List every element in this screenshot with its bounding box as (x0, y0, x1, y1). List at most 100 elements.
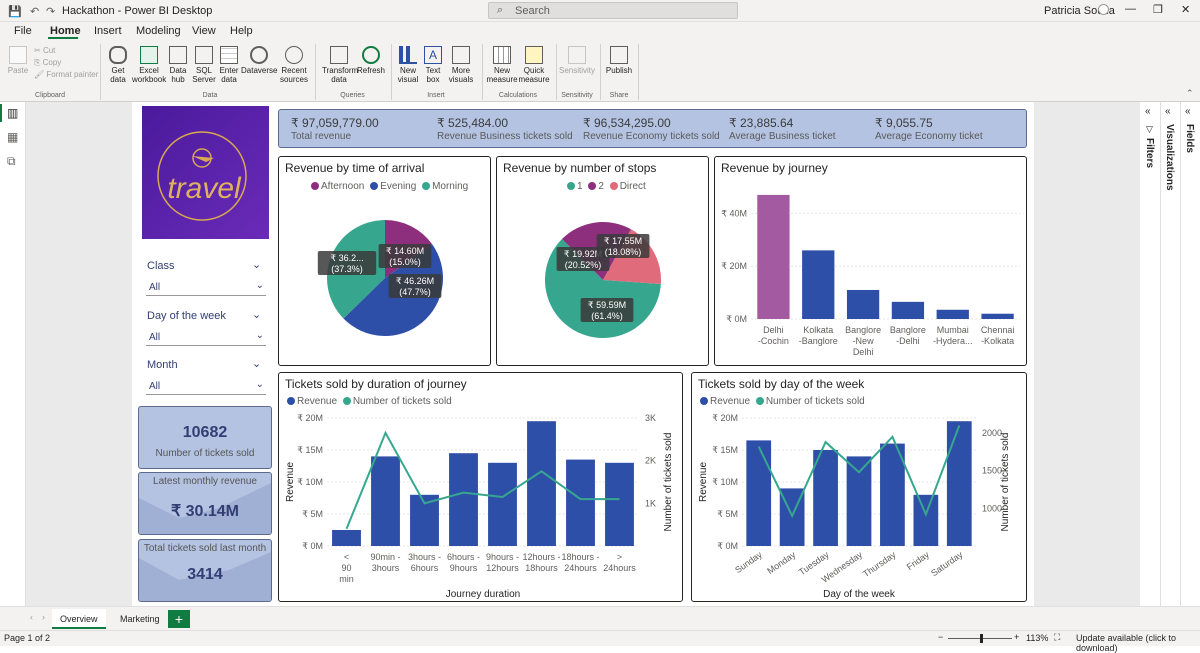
paste-button[interactable]: Paste (6, 46, 30, 75)
search-icon: ⌕ (497, 4, 504, 16)
publish-button[interactable]: Publish (604, 46, 634, 75)
pie-arrival-card[interactable]: Revenue by time of arrival Afternoon Eve… (278, 156, 491, 366)
minimize-icon[interactable]: — (1125, 3, 1136, 15)
get-data-button[interactable]: Get data (106, 46, 130, 84)
legend-dot (287, 397, 295, 405)
chevron-down-icon[interactable]: ⌄ (252, 309, 262, 321)
sql-server-button[interactable]: SQL Server (192, 46, 216, 84)
tab-overview[interactable]: Overview (52, 609, 106, 629)
menu-modeling[interactable]: Modeling (136, 25, 181, 37)
fields-pane-tab[interactable]: Fields (1184, 124, 1195, 153)
legend-dot (311, 182, 319, 190)
duration-combo-card[interactable]: Tickets sold by duration of journey Reve… (278, 372, 683, 602)
card-sparkline (139, 483, 271, 534)
avatar[interactable] (1098, 4, 1109, 15)
series-line (757, 425, 961, 519)
slicer-month-title: Month (147, 359, 178, 371)
group-insert: Insert (427, 92, 445, 99)
sensitivity-button[interactable]: Sensitivity (558, 46, 596, 75)
new-visual-button[interactable]: New visual (396, 46, 420, 84)
filter-icon: ▽ (1146, 124, 1153, 134)
text-box-button[interactable]: A Text box (424, 46, 442, 84)
refresh-button[interactable]: Refresh (356, 46, 386, 75)
bar (913, 494, 939, 546)
collapse-ribbon-icon[interactable]: ⌃ (1186, 88, 1194, 98)
expand-visualizations-icon[interactable]: « (1165, 106, 1171, 117)
add-page-button[interactable]: + (168, 610, 190, 628)
new-measure-button[interactable]: New measure (486, 46, 518, 84)
close-icon[interactable]: ✕ (1181, 4, 1191, 16)
zoom-in-icon[interactable]: + (1014, 632, 1020, 642)
expand-filters-icon[interactable]: « (1145, 106, 1151, 117)
fit-page-icon[interactable]: ⛶ (1054, 632, 1061, 642)
data-view-icon[interactable]: ▦ (7, 130, 19, 144)
x-tick-label: Kolkata (803, 325, 833, 335)
zoom-out-icon[interactable]: − (938, 632, 944, 642)
pane-divider (1180, 102, 1181, 606)
copy-button[interactable]: ⎘ Copy (34, 58, 62, 67)
recent-sources-button[interactable]: Recent sources (278, 46, 310, 84)
slicer-day-title: Day of the week (147, 310, 226, 322)
transform-icon (330, 46, 348, 64)
redo-icon[interactable]: ↷ (46, 6, 56, 18)
filters-pane-tab[interactable]: Filters (1144, 138, 1155, 169)
slicer-class-dropdown[interactable]: All ⌄ (146, 280, 266, 296)
maximize-icon[interactable]: ❐ (1153, 4, 1163, 16)
clock-icon (285, 46, 303, 64)
update-notice[interactable]: Update available (click to download) (1076, 633, 1177, 653)
bar (371, 456, 400, 546)
transform-data-button[interactable]: Transform data (322, 46, 358, 84)
data-hub-button[interactable]: Data hub (166, 46, 190, 84)
prev-page-icon[interactable]: ‹ (30, 612, 33, 622)
legend-dot (342, 397, 351, 405)
excel-workbook-button[interactable]: Excel workbook (132, 46, 166, 84)
card-sparkline (139, 552, 271, 601)
x-tick-label: -Delhi (896, 336, 920, 346)
user-name[interactable]: Patricia Souza (1044, 5, 1115, 17)
kpi-business-revenue-value: ₹ 525,484.00 (437, 116, 509, 130)
x-tick-label: 12hours - (522, 552, 560, 562)
x-tick-label: 18hours - (561, 552, 599, 562)
menu-home[interactable]: Home (50, 25, 81, 37)
slicer-day-dropdown[interactable]: All ⌄ (146, 330, 266, 346)
save-icon[interactable]: 💾 (8, 6, 22, 18)
chevron-down-icon[interactable]: ⌄ (252, 259, 262, 271)
chevron-down-icon[interactable]: ⌄ (252, 358, 262, 370)
visualizations-pane-tab[interactable]: Visualizations (1164, 124, 1175, 191)
model-view-icon[interactable]: ⧉ (7, 154, 16, 168)
menu-insert[interactable]: Insert (94, 25, 122, 37)
journey-bar-card[interactable]: Revenue by journey ₹ 0M ₹ 20M ₹ 40M Delhi -C… (714, 156, 1027, 366)
y-tick-label: ₹ 20M (712, 413, 738, 423)
quick-measure-button[interactable]: Quick measure (518, 46, 550, 84)
y-tick-label: ₹ 10M (712, 477, 738, 487)
x-tick-label: 90min - (370, 552, 400, 562)
y-tick-label: ₹ 0M (726, 314, 747, 324)
pie-stops-card[interactable]: Revenue by number of stops 1 2 Direct ₹ … (496, 156, 709, 366)
legend-dot (567, 182, 575, 190)
menu-file[interactable]: File (14, 25, 32, 37)
menu-view[interactable]: View (192, 25, 216, 37)
report-view-icon[interactable]: ▥ (7, 106, 19, 120)
more-visuals-button[interactable]: More visuals (446, 46, 476, 84)
menu-help[interactable]: Help (230, 25, 253, 37)
x-tick-label: Delhi (853, 347, 874, 357)
dataverse-button[interactable]: Dataverse (241, 46, 277, 75)
x-tick-label: > (617, 552, 622, 562)
search-box[interactable]: ⌕ Search (488, 2, 738, 19)
next-page-icon[interactable]: › (42, 612, 45, 622)
kpi-avg-economy-value: ₹ 9,055.75 (875, 116, 933, 130)
bar (802, 250, 835, 319)
kpi-economy-revenue-value: ₹ 96,534,295.00 (583, 116, 671, 130)
enter-data-button[interactable]: Enter data (218, 46, 240, 84)
data-label-value: ₹ 36.2... (330, 253, 363, 263)
day-combo-card[interactable]: Tickets sold by day of the week Revenue … (691, 372, 1027, 602)
zoom-slider-thumb[interactable] (980, 634, 983, 643)
legend-dot (370, 182, 379, 190)
tab-marketing[interactable]: Marketing (120, 614, 160, 624)
cut-button[interactable]: ✂ Cut (34, 46, 56, 55)
data-label-value: ₹ 59.59M (588, 300, 626, 310)
expand-fields-icon[interactable]: « (1185, 106, 1191, 117)
format-painter-button[interactable]: 🖌 Format painter (34, 70, 99, 79)
undo-icon[interactable]: ↶ (30, 6, 40, 18)
slicer-month-dropdown[interactable]: All ⌄ (146, 379, 266, 395)
